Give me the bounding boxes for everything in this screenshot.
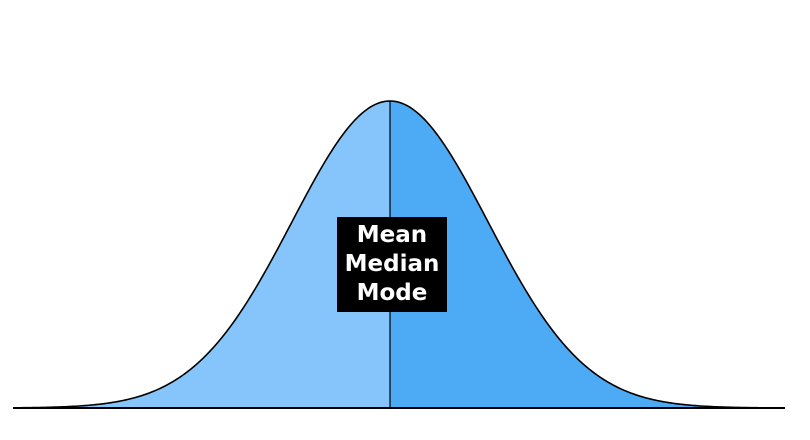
right-half-area xyxy=(390,101,785,408)
label-mode: Mode xyxy=(356,280,428,306)
label-median: Median xyxy=(344,251,440,277)
bell-curve xyxy=(14,100,786,409)
mean-median-mode-label: Mean Median Mode xyxy=(337,217,447,312)
label-mean: Mean xyxy=(356,222,428,248)
left-half-area xyxy=(15,101,390,408)
